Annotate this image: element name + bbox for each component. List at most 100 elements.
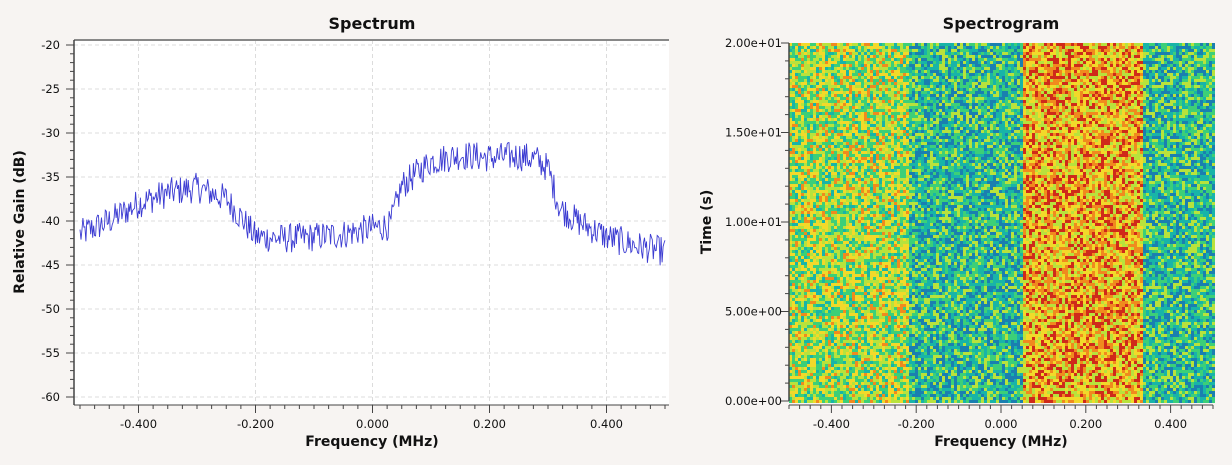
spectrogram-cell xyxy=(996,64,999,67)
spectrogram-cell xyxy=(894,94,897,97)
spectrogram-cell xyxy=(1134,79,1137,82)
spectrogram-cell xyxy=(825,49,828,52)
spectrogram-cell xyxy=(843,49,846,52)
spectrogram-cell xyxy=(918,133,921,136)
spectrogram-cell xyxy=(1176,79,1179,82)
spectrogram-cell xyxy=(903,70,906,73)
spectrogram-cell xyxy=(795,64,798,67)
spectrogram-cell xyxy=(1101,118,1104,121)
spectrogram-cell xyxy=(1155,43,1158,46)
spectrogram-cell xyxy=(978,136,981,139)
spectrogram-cell xyxy=(978,112,981,115)
spectrogram-cell xyxy=(975,58,978,61)
spectrogram-cell xyxy=(870,118,873,121)
spectrogram-cell xyxy=(1140,142,1143,145)
spectrogram-cell xyxy=(1062,55,1065,58)
spectrogram-cell xyxy=(801,61,804,64)
spectrogram-cell xyxy=(1017,82,1020,85)
spectrogram-cell xyxy=(840,97,843,100)
spectrogram-cell xyxy=(960,43,963,46)
spectrogram-cell xyxy=(1140,64,1143,67)
spectrogram-cell xyxy=(882,55,885,58)
spectrogram-cell xyxy=(897,97,900,100)
spectrogram-cell xyxy=(891,139,894,142)
spectrogram-cell xyxy=(1002,55,1005,58)
spectrogram-cell xyxy=(795,106,798,109)
spectrogram-cell xyxy=(1056,64,1059,67)
spectrogram-cell xyxy=(870,67,873,70)
spectrogram-cell xyxy=(1164,82,1167,85)
spectrogram-cell xyxy=(996,85,999,88)
spectrogram-cell xyxy=(1092,130,1095,133)
spectrogram-cell xyxy=(1203,112,1206,115)
spectrogram-cell xyxy=(1200,55,1203,58)
spectrogram-cell xyxy=(906,73,909,76)
spectrogram-cell xyxy=(963,91,966,94)
spectrogram-cell xyxy=(1059,55,1062,58)
spectrogram-cell xyxy=(1035,58,1038,61)
spectrogram-cell xyxy=(1188,73,1191,76)
spectrogram-cell xyxy=(849,121,852,124)
spectrogram-cell xyxy=(840,64,843,67)
spectrogram-cell xyxy=(939,70,942,73)
spectrogram-cell xyxy=(909,112,912,115)
spectrogram-cell xyxy=(1197,55,1200,58)
spectrogram-cell xyxy=(888,46,891,49)
spectrogram-cell xyxy=(864,103,867,106)
spectrogram-cell xyxy=(1056,136,1059,139)
spectrogram-cell xyxy=(918,52,921,55)
spectrogram-cell xyxy=(837,121,840,124)
spectrogram-cell xyxy=(951,82,954,85)
spectrogram-cell xyxy=(1161,112,1164,115)
spectrogram-cell xyxy=(1212,106,1215,109)
spectrogram-cell xyxy=(1044,106,1047,109)
spectrogram-cell xyxy=(1101,52,1104,55)
spectrogram-cell xyxy=(870,124,873,127)
spectrogram-cell xyxy=(987,133,990,136)
spectrogram-cell xyxy=(972,52,975,55)
spectrogram-cell xyxy=(1116,55,1119,58)
spectrogram-cell xyxy=(945,109,948,112)
spectrogram-cell xyxy=(1116,112,1119,115)
spectrogram-cell xyxy=(876,79,879,82)
spectrogram-cell xyxy=(990,67,993,70)
spectrogram-cell xyxy=(1113,52,1116,55)
spectrogram-cell xyxy=(819,73,822,76)
spectrogram-cell xyxy=(855,70,858,73)
spectrogram-cell xyxy=(876,52,879,55)
spectrogram-cell xyxy=(975,52,978,55)
spectrogram-cell xyxy=(1074,43,1077,46)
spectrogram-cell xyxy=(1197,100,1200,103)
spectrogram-cell xyxy=(1170,88,1173,91)
spectrogram-cell xyxy=(990,103,993,106)
spectrogram-cell xyxy=(966,121,969,124)
spectrogram-cell xyxy=(789,139,792,142)
spectrogram-cell xyxy=(1056,76,1059,79)
spectrogram-cell xyxy=(1188,79,1191,82)
spectrogram-cell xyxy=(861,139,864,142)
spectrogram-cell xyxy=(879,145,882,148)
spectrogram-cell xyxy=(849,103,852,106)
spectrogram-cell xyxy=(1023,118,1026,121)
spectrogram-cell xyxy=(1074,127,1077,130)
spectrogram-cell xyxy=(1125,124,1128,127)
spectrogram-cell xyxy=(1047,130,1050,133)
spectrogram-cell xyxy=(1011,58,1014,61)
spectrogram-cell xyxy=(840,79,843,82)
spectrogram-cell xyxy=(1095,112,1098,115)
spectrogram-cell xyxy=(792,100,795,103)
spectrogram-cell xyxy=(864,76,867,79)
spectrogram-cell xyxy=(924,142,927,145)
spectrogram-cell xyxy=(1170,46,1173,49)
spectrogram-cell xyxy=(948,85,951,88)
spectrogram-cell xyxy=(1200,112,1203,115)
spectrogram-cell xyxy=(942,115,945,118)
spectrogram-cell xyxy=(1188,61,1191,64)
spectrogram-cell xyxy=(960,91,963,94)
spectrogram-cell xyxy=(1077,97,1080,100)
spectrogram-cell xyxy=(948,49,951,52)
spectrogram-cell xyxy=(1023,43,1026,46)
spectrogram-cell xyxy=(1020,76,1023,79)
spectrogram-cell xyxy=(819,109,822,112)
spectrogram-cell xyxy=(891,100,894,103)
